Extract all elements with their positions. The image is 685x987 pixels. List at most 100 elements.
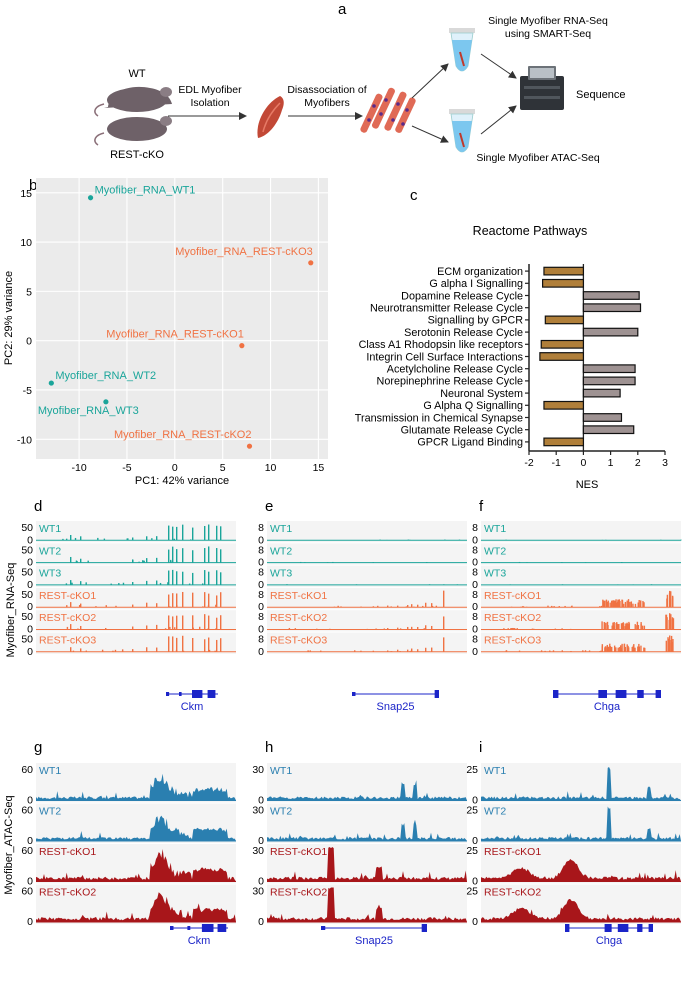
track-signal-bar — [522, 605, 524, 608]
track-signal-area — [36, 815, 236, 841]
track-background — [481, 521, 681, 543]
track-sample-label: WT1 — [270, 765, 292, 777]
track-signal-bar — [641, 625, 644, 630]
reactome-bar — [541, 278, 584, 288]
track-signal-bar — [431, 603, 433, 608]
track-signal-bar — [407, 539, 409, 541]
panel-letter-f: f — [479, 498, 484, 515]
pca-point — [239, 343, 245, 349]
track-signal-bar — [176, 571, 178, 585]
track-max-value: 8 — [258, 634, 264, 646]
track-signal-bar — [512, 627, 514, 630]
arrow-atac-to-seq — [480, 105, 517, 135]
track-signal-bar — [518, 650, 521, 652]
track-signal-bar — [634, 603, 637, 608]
pca-ytick: -10 — [17, 434, 32, 446]
track-signal-bar — [299, 561, 302, 563]
track-signal-bar — [443, 637, 445, 652]
track-signal-bar — [168, 615, 170, 630]
track-signal-bar — [170, 559, 172, 563]
track-signal-bar — [216, 595, 218, 608]
track-signal-bar — [101, 649, 104, 652]
track-zero-value: 0 — [472, 876, 478, 888]
track-sample-label: REST-cKO2 — [270, 887, 327, 899]
track-signal-bar — [80, 536, 82, 541]
wt-label: WT — [128, 68, 145, 80]
track-signal-bar — [637, 646, 639, 652]
reactome-bar — [582, 303, 642, 313]
track-signal-bar — [176, 560, 178, 563]
track-signal-bar — [399, 628, 402, 630]
track-max-value: 8 — [472, 544, 478, 556]
track-signal-area — [481, 899, 681, 922]
track-zero-value: 0 — [258, 534, 264, 546]
track-signal-bar — [80, 603, 82, 608]
track-signal-bar — [633, 644, 635, 652]
track-signal-bar — [417, 626, 419, 630]
track-signal-bar — [202, 606, 204, 608]
track-sample-label: WT3 — [39, 568, 61, 580]
panel-letter-d: d — [34, 498, 42, 515]
track-signal-bar — [156, 557, 158, 563]
track-signal-bar — [405, 606, 408, 608]
pca-axis-ticks: -10 -5 0 5 10 15 15 10 5 0 -5 -10 — [17, 188, 325, 474]
track-signal-bar — [606, 601, 608, 608]
track-signal-bar — [146, 580, 148, 585]
track-signal-bar — [516, 628, 518, 630]
gene-exon — [192, 690, 203, 698]
reactome-xtick: -2 — [524, 457, 533, 469]
track-signal-bar — [643, 625, 646, 630]
track-max-value: 8 — [258, 522, 264, 534]
reactome-category-label: GPCR Ligand Binding — [417, 437, 523, 449]
track-zero-value: 0 — [27, 916, 33, 928]
pca-xtick: -10 — [71, 462, 86, 474]
track-signal-bar — [604, 646, 607, 652]
track-zero-value: 0 — [27, 876, 33, 888]
track-signal-bar — [390, 606, 392, 608]
track-signal-bar — [156, 647, 158, 652]
track-signal-bar — [146, 558, 148, 563]
track-signal-area — [267, 780, 467, 801]
track-sample-label: REST-cKO3 — [270, 635, 327, 647]
track-max-value: 8 — [472, 634, 478, 646]
track-signal-bar — [670, 635, 673, 652]
reactome-bar — [540, 339, 584, 349]
track-signal-bar — [204, 639, 206, 652]
track-signal-bar — [138, 561, 140, 563]
pca-ytick: 10 — [20, 237, 32, 249]
track-signal-bar — [561, 628, 563, 630]
track-signal-bar — [413, 606, 415, 608]
panel-letter-i: i — [479, 739, 482, 756]
track-signal-bar — [168, 594, 170, 608]
pca-xtick: 0 — [172, 462, 178, 474]
reactome-category-label: G alpha I Signalling — [429, 278, 523, 290]
track-signal-bar — [634, 624, 636, 630]
track-signal-bar — [216, 570, 218, 585]
track-zero-value: 0 — [258, 579, 264, 591]
track-signal-bar — [176, 605, 178, 608]
track-zero-value: 0 — [258, 557, 264, 569]
pca-xtick: -5 — [122, 462, 131, 474]
reactome-bar — [543, 400, 585, 410]
track-signal-bar — [167, 582, 169, 585]
track-signal-bar — [391, 651, 393, 652]
isolation-text-2: Isolation — [190, 97, 229, 109]
pca-gridlines — [36, 178, 328, 459]
track-signal-bar — [549, 650, 551, 652]
track-signal-bar — [168, 636, 170, 652]
track-panel-e: e80WT180WT280WT380REST-cKO180REST-cKO280… — [258, 498, 467, 713]
panel-b: b -10 -5 0 5 10 15 15 10 5 0 -5 -10 Myofiber_RNA_WT… — [3, 177, 328, 487]
track-signal-bar — [80, 648, 82, 652]
track-zero-value: 0 — [472, 557, 478, 569]
track-sample-label: REST-cKO2 — [39, 612, 96, 624]
track-signal-bar — [570, 650, 572, 652]
track-signal-bar — [132, 582, 134, 585]
track-signal-bar — [192, 615, 194, 630]
track-max-value: 60 — [21, 845, 33, 857]
track-signal-bar — [77, 628, 79, 630]
track-signal-bar — [627, 625, 629, 630]
track-sample-label: WT1 — [484, 523, 506, 535]
track-signal-bar — [75, 560, 78, 563]
track-signal-bar — [666, 617, 668, 630]
